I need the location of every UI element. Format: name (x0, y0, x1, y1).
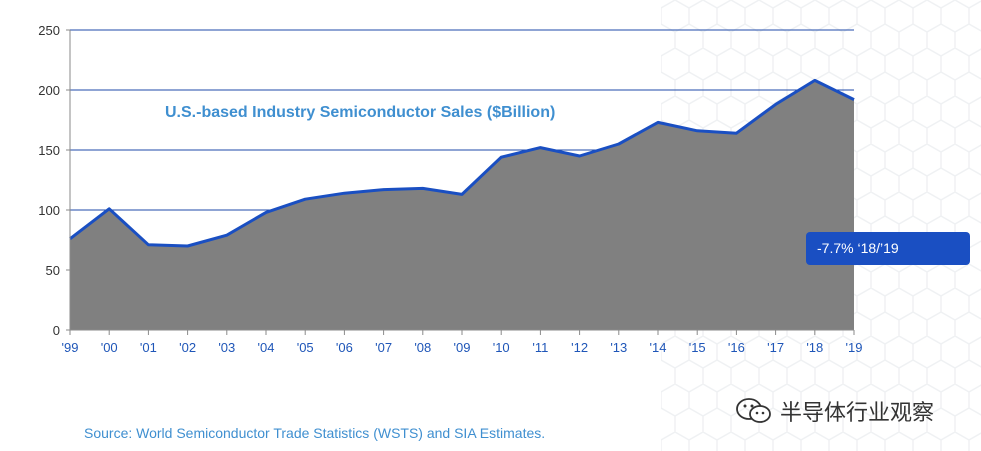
x-tick-label: '06 (336, 340, 353, 355)
x-tick-label: '10 (493, 340, 510, 355)
x-tick-label: '01 (140, 340, 157, 355)
x-tick-label: '16 (728, 340, 745, 355)
x-tick-label: '19 (846, 340, 863, 355)
wechat-icon (736, 398, 771, 423)
x-tick-label: '07 (375, 340, 392, 355)
x-tick-label: '09 (454, 340, 471, 355)
watermark-text: 半导体行业观察 (780, 401, 935, 426)
x-axis-ticks: '99 '00 '01 '02 '03 '04 '05 '06 '07 '08 '09 '10 '11 '… (62, 340, 863, 355)
x-tick-label: '11 (532, 340, 548, 355)
x-tick-label: '99 (62, 340, 79, 355)
y-axis-ticks: 0 50 100 150 200 250 (38, 23, 60, 338)
axes (66, 29, 855, 335)
x-tick-label: '17 (767, 340, 784, 355)
x-tick-label: '15 (689, 340, 706, 355)
x-tick-label: '05 (297, 340, 314, 355)
y-tick-label: 150 (38, 143, 60, 158)
watermark: 半导体行业观察 (734, 395, 934, 427)
source-note: Source: World Semiconductor Trade Statis… (84, 425, 546, 441)
x-tick-label: '03 (218, 340, 235, 355)
x-tick-label: '08 (414, 340, 431, 355)
y-tick-label: 0 (53, 323, 60, 338)
x-tick-label: '12 (571, 340, 588, 355)
x-tick-label: '18 (806, 340, 823, 355)
area-series (69, 78, 855, 331)
y-tick-label: 200 (38, 83, 60, 98)
chart-title: U.S.-based Industry Semiconductor Sales … (165, 104, 555, 121)
x-tick-label: '02 (179, 340, 196, 355)
x-tick-label: '00 (101, 340, 118, 355)
y-tick-label: 250 (38, 23, 60, 38)
x-tick-label: '13 (610, 340, 627, 355)
x-tick-label: '04 (258, 340, 275, 355)
change-callout: -7.7% ‘18/’19 (806, 232, 970, 265)
y-tick-label: 100 (38, 203, 60, 218)
x-tick-label: '14 (650, 340, 667, 355)
area-fill (70, 80, 854, 331)
y-tick-label: 50 (46, 263, 60, 278)
